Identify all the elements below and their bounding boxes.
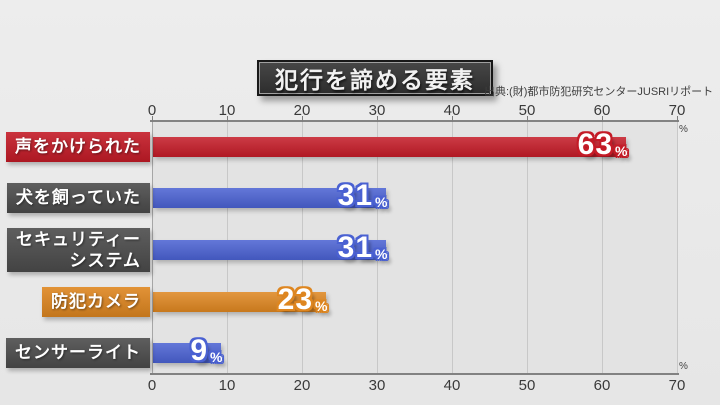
tick-label: 50 bbox=[518, 102, 536, 119]
tick-label: 20 bbox=[293, 102, 311, 119]
tick-label: 20 bbox=[293, 377, 311, 394]
tick-mark bbox=[527, 116, 528, 122]
category-label-security-system: セキュリティー システム bbox=[7, 228, 150, 272]
tick-label: 70 bbox=[668, 102, 686, 119]
category-label-camera: 防犯カメラ bbox=[42, 287, 150, 317]
category-label-sensor-light: センサーライト bbox=[6, 338, 150, 368]
value-label-koe: 63% bbox=[577, 128, 628, 161]
tick-label: 50 bbox=[518, 377, 536, 394]
tick-mark bbox=[452, 116, 453, 122]
percent-sign: % bbox=[315, 298, 328, 314]
tick-label: 10 bbox=[218, 377, 236, 394]
x-axis-line-bottom bbox=[150, 373, 679, 375]
tick-mark bbox=[602, 116, 603, 122]
percent-sign: % bbox=[375, 194, 388, 210]
value-label-security-system: 31% bbox=[337, 231, 388, 264]
tick-mark bbox=[302, 116, 303, 122]
category-label-koe: 声をかけられた bbox=[6, 132, 150, 162]
x-axis-bottom: 0 10 20 30 40 50 60 70 bbox=[0, 378, 720, 396]
tick-label: 30 bbox=[368, 102, 386, 119]
gridline bbox=[152, 122, 153, 373]
tick-label: 60 bbox=[593, 102, 611, 119]
gridline bbox=[452, 122, 453, 373]
tick-label: 10 bbox=[218, 102, 236, 119]
tick-label: 30 bbox=[368, 377, 386, 394]
x-axis-unit-top: % bbox=[679, 124, 688, 135]
gridline bbox=[677, 122, 678, 373]
x-axis-line-top bbox=[150, 120, 679, 122]
value-label-camera: 23% bbox=[277, 283, 328, 316]
tick-label: 0 bbox=[147, 102, 157, 119]
tick-label: 40 bbox=[443, 102, 461, 119]
bar-koe bbox=[153, 137, 626, 157]
bar-camera bbox=[153, 292, 326, 312]
tick-mark bbox=[377, 116, 378, 122]
bar-security-system bbox=[153, 240, 386, 260]
gridline bbox=[602, 122, 603, 373]
percent-sign: % bbox=[210, 349, 223, 365]
percent-sign: % bbox=[375, 246, 388, 262]
tick-label: 0 bbox=[147, 377, 157, 394]
category-label-inu: 犬を飼っていた bbox=[7, 183, 150, 213]
gridline bbox=[527, 122, 528, 373]
tick-mark bbox=[677, 116, 678, 122]
x-axis-unit-bottom: % bbox=[679, 361, 688, 372]
tick-label: 70 bbox=[668, 377, 686, 394]
tick-label: 40 bbox=[443, 377, 461, 394]
chart-title-box: 犯行を諦める要素 bbox=[257, 60, 493, 96]
tick-mark bbox=[227, 116, 228, 122]
value-label-inu: 31% bbox=[337, 179, 388, 212]
source-text: 出典:(財)都市防犯研究センターJUSRIリポート bbox=[484, 86, 714, 98]
value-label-sensor-light: 9% bbox=[190, 334, 223, 367]
chart-title: 犯行を諦める要素 bbox=[275, 67, 475, 93]
tick-mark bbox=[152, 116, 153, 122]
tick-label: 60 bbox=[593, 377, 611, 394]
bar-sensor-light bbox=[153, 343, 221, 363]
x-axis-top: 0 10 20 30 40 50 60 70 bbox=[0, 103, 720, 122]
percent-sign: % bbox=[615, 143, 628, 159]
bar-inu bbox=[153, 188, 386, 208]
